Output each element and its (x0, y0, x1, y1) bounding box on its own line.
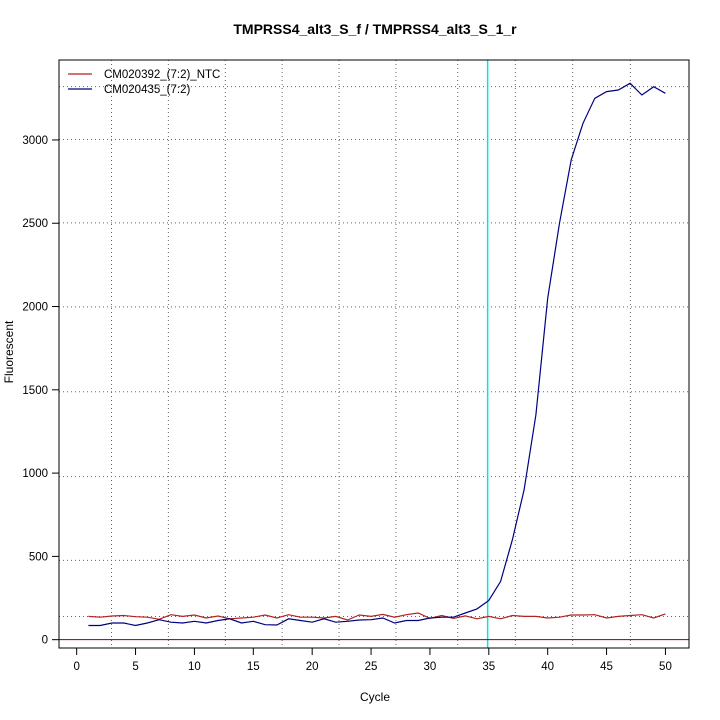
series-line-2 (88, 82, 666, 627)
y-tick-label: 2500 (22, 218, 48, 230)
series-line-1 (88, 612, 666, 621)
chart-title: TMPRSS4_alt3_S_f / TMPRSS4_alt3_S_1_r (233, 21, 517, 37)
x-tick-label: 10 (188, 661, 201, 673)
y-tick-label: 1000 (22, 468, 48, 480)
grid-lines (59, 60, 689, 648)
x-tick-label: 50 (659, 661, 672, 673)
y-tick-label: 0 (42, 635, 48, 647)
y-tick-label: 1500 (22, 385, 48, 397)
x-tick-label: 15 (247, 661, 260, 673)
x-axis: 0 5 10 15 20 25 30 35 40 45 50 (73, 647, 672, 673)
y-axis: 0 500 1000 1500 2000 2500 3000 (22, 135, 60, 647)
legend: CM020392_(7:2)_NTC CM020435_(7:2) (68, 69, 220, 96)
x-tick-label: 30 (424, 661, 437, 673)
y-tick-label: 500 (29, 551, 48, 563)
x-tick-label: 20 (306, 661, 319, 673)
plot-frame (58, 59, 690, 649)
y-tick-label: 2000 (22, 302, 48, 314)
x-tick-label: 35 (482, 661, 495, 673)
x-tick-label: 5 (132, 661, 138, 673)
y-tick-label: 3000 (22, 135, 48, 147)
x-tick-label: 0 (73, 661, 79, 673)
x-tick-label: 45 (600, 661, 613, 673)
x-tick-label: 25 (365, 661, 378, 673)
x-axis-label: Cycle (360, 690, 390, 704)
legend-entry-1: CM020392_(7:2)_NTC (104, 69, 220, 81)
y-axis-label: Fluorescent (2, 320, 16, 383)
x-tick-label: 40 (541, 661, 554, 673)
legend-entry-2: CM020435_(7:2) (104, 84, 190, 96)
threshold-line-group (59, 60, 689, 648)
series-group (88, 82, 666, 627)
